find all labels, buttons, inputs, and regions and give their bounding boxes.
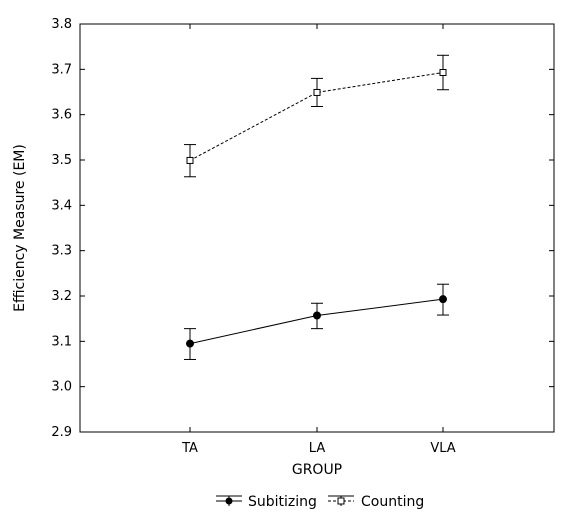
x-tick-label: TA	[181, 441, 198, 456]
series-counting	[184, 54, 449, 178]
data-point	[313, 88, 321, 96]
data-point	[186, 156, 194, 164]
x-tick-label: VLA	[430, 441, 455, 456]
y-tick-label: 3.1	[51, 334, 72, 349]
data-point	[439, 295, 447, 304]
legend-label: Subitizing	[248, 494, 317, 510]
data-point	[439, 69, 447, 77]
y-tick-label: 3.3	[51, 244, 72, 259]
x-axis: TA LA VLA	[181, 24, 456, 456]
y-axis-label: Efficiency Measure (EM)	[12, 144, 28, 312]
data-point	[313, 311, 321, 320]
data-point	[186, 339, 194, 348]
y-tick-label: 3.4	[51, 198, 72, 213]
y-tick-label: 3.6	[51, 108, 72, 123]
y-tick-label: 2.9	[51, 425, 72, 440]
series-layer	[184, 54, 449, 360]
y-axis: 2.9 3.0 3.1 3.2 3.3 3.4 3.5 3.6 3.7 3.8	[51, 17, 554, 440]
y-tick-label: 3.7	[51, 62, 72, 77]
legend-marker	[225, 497, 233, 505]
x-tick-label: LA	[309, 441, 326, 456]
y-tick-label: 3.2	[51, 289, 72, 304]
y-tick-label: 3.5	[51, 153, 72, 168]
legend-label: Counting	[361, 494, 424, 510]
legend-marker	[337, 497, 345, 505]
y-tick-label: 3.0	[51, 380, 72, 395]
legend: Subitizing Counting	[216, 494, 424, 510]
series-subitizing	[184, 283, 449, 360]
legend-item-counting: Counting	[328, 494, 424, 510]
x-axis-label: GROUP	[292, 462, 342, 478]
legend-item-subitizing: Subitizing	[216, 494, 317, 510]
y-tick-label: 3.8	[51, 17, 72, 32]
